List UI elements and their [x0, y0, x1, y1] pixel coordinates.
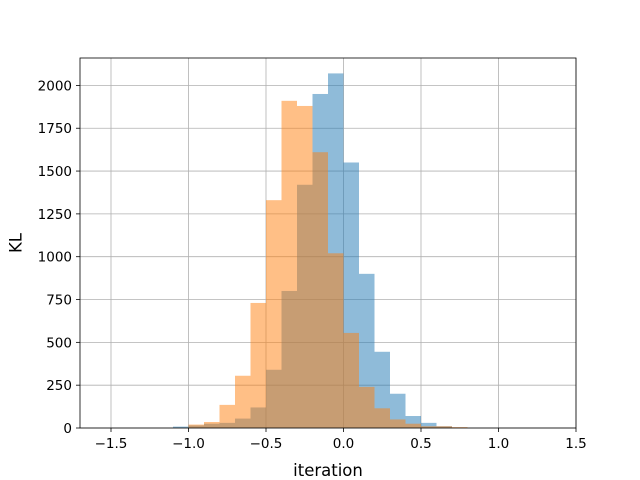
histogram-bar — [421, 426, 437, 428]
histogram-bar — [374, 408, 390, 428]
histogram-bar — [312, 152, 328, 429]
y-axis-ticks: 0 250 500 750 1000 1250 1500 1750 2000 — [38, 78, 80, 437]
x-tick-label: 1.0 — [488, 436, 509, 452]
x-tick-label: 0.5 — [410, 436, 431, 452]
histogram-bar — [359, 386, 375, 428]
histogram-bar — [452, 427, 468, 428]
histogram-bar — [328, 253, 344, 428]
y-tick-label: 1250 — [38, 207, 72, 223]
x-tick-label: 1.5 — [565, 436, 586, 452]
histogram-bar — [188, 424, 204, 428]
histogram-bar — [250, 302, 266, 428]
y-tick-label: 2000 — [38, 78, 72, 94]
y-tick-label: 1750 — [38, 121, 72, 137]
histogram-bar — [204, 422, 220, 428]
y-tick-label: 1500 — [38, 164, 72, 180]
histogram-bar — [235, 375, 251, 428]
histogram-bar — [343, 332, 359, 428]
x-tick-label: 0.0 — [333, 436, 354, 452]
y-tick-label: 250 — [46, 378, 72, 394]
histogram-bar — [390, 419, 406, 428]
histogram-bar — [436, 426, 452, 428]
x-tick-label: −1.0 — [172, 436, 205, 452]
histogram-bar — [173, 426, 189, 428]
plot-frame — [79, 57, 577, 429]
histogram-bars — [173, 73, 468, 429]
histogram-bar — [281, 100, 297, 429]
histogram-bar — [266, 200, 282, 428]
x-axis-ticks: −1.5 −1.0 −0.5 0.0 0.5 1.0 1.5 — [95, 428, 587, 452]
histogram-bar — [405, 416, 421, 428]
y-axis-label: KL — [7, 232, 26, 253]
histogram-bar — [297, 105, 313, 429]
histogram-bar — [421, 422, 437, 428]
y-tick-label: 500 — [46, 335, 72, 351]
x-tick-label: −0.5 — [250, 436, 283, 452]
x-axis-label: iteration — [293, 461, 363, 480]
y-tick-label: 0 — [63, 421, 72, 437]
y-tick-label: 750 — [46, 293, 72, 309]
y-tick-label: 1000 — [38, 250, 72, 266]
histogram-bar — [405, 423, 421, 428]
x-tick-label: −1.5 — [95, 436, 128, 452]
histogram-bar — [219, 404, 235, 428]
